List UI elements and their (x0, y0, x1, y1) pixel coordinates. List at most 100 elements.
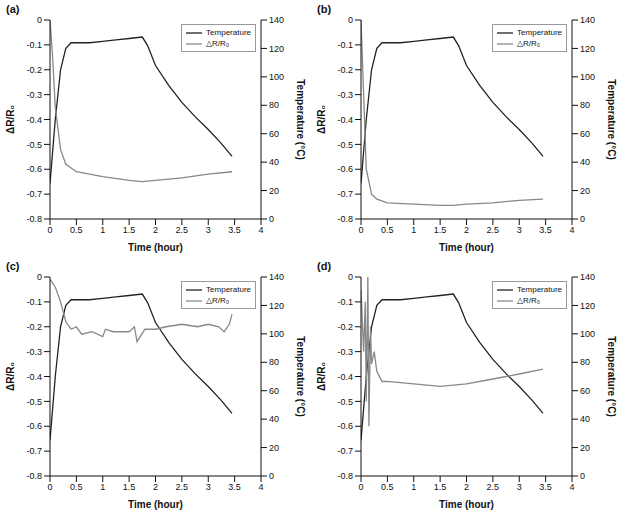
svg-text:1: 1 (411, 225, 416, 235)
svg-text:-0.4: -0.4 (26, 372, 42, 382)
svg-text:3: 3 (517, 225, 522, 235)
svg-text:140: 140 (580, 272, 595, 282)
svg-text:0.5: 0.5 (381, 482, 394, 492)
svg-text:0: 0 (269, 471, 274, 481)
svg-text:-0.2: -0.2 (337, 322, 353, 332)
svg-text:-0.8: -0.8 (337, 471, 353, 481)
svg-text:-0.5: -0.5 (337, 140, 353, 150)
svg-text:60: 60 (580, 129, 590, 139)
svg-text:Time (hour): Time (hour) (439, 499, 494, 510)
svg-text:2.5: 2.5 (487, 482, 500, 492)
svg-text:100: 100 (269, 72, 284, 82)
svg-text:4: 4 (569, 225, 574, 235)
svg-text:0: 0 (47, 225, 52, 235)
svg-text:120: 120 (580, 44, 595, 54)
svg-text:Temperature (°C): Temperature (°C) (606, 336, 617, 417)
svg-text:-0.6: -0.6 (337, 164, 353, 174)
svg-text:-0.2: -0.2 (26, 322, 42, 332)
svg-text:-0.3: -0.3 (26, 90, 42, 100)
svg-text:ΔR/R₀: ΔR/R₀ (5, 105, 16, 134)
svg-text:80: 80 (580, 357, 590, 367)
svg-text:-0.5: -0.5 (26, 397, 42, 407)
svg-text:0: 0 (358, 482, 363, 492)
svg-text:4: 4 (569, 482, 574, 492)
svg-text:-0.8: -0.8 (337, 214, 353, 224)
svg-text:1: 1 (411, 482, 416, 492)
svg-text:1.5: 1.5 (434, 482, 447, 492)
svg-text:1: 1 (100, 225, 105, 235)
svg-text:-0.7: -0.7 (26, 189, 42, 199)
svg-text:2: 2 (153, 482, 158, 492)
svg-text:-0.6: -0.6 (26, 421, 42, 431)
svg-text:-0.7: -0.7 (26, 446, 42, 456)
svg-text:0.5: 0.5 (70, 482, 83, 492)
svg-text:140: 140 (269, 272, 284, 282)
svg-text:3.5: 3.5 (228, 482, 241, 492)
svg-text:3: 3 (206, 482, 211, 492)
svg-text:-0.2: -0.2 (337, 65, 353, 75)
svg-text:40: 40 (580, 157, 590, 167)
svg-text:-0.1: -0.1 (337, 40, 353, 50)
svg-text:0: 0 (348, 15, 353, 25)
svg-text:Temperature (°C): Temperature (°C) (606, 79, 617, 160)
svg-text:2.5: 2.5 (487, 225, 500, 235)
svg-text:2.5: 2.5 (176, 225, 189, 235)
svg-text:-0.6: -0.6 (26, 164, 42, 174)
svg-text:-0.8: -0.8 (26, 471, 42, 481)
svg-text:100: 100 (580, 329, 595, 339)
svg-text:2: 2 (464, 225, 469, 235)
svg-text:4: 4 (258, 225, 263, 235)
svg-text:2: 2 (464, 482, 469, 492)
svg-text:20: 20 (269, 443, 279, 453)
svg-text:3.5: 3.5 (539, 482, 552, 492)
svg-text:0: 0 (37, 272, 42, 282)
svg-text:0.5: 0.5 (70, 225, 83, 235)
svg-text:100: 100 (269, 329, 284, 339)
svg-text:-0.3: -0.3 (337, 347, 353, 357)
svg-text:Time (hour): Time (hour) (439, 242, 494, 253)
svg-text:-0.2: -0.2 (26, 65, 42, 75)
svg-text:0: 0 (580, 214, 585, 224)
svg-text:0: 0 (47, 482, 52, 492)
svg-text:0: 0 (358, 225, 363, 235)
svg-text:0: 0 (37, 15, 42, 25)
svg-text:60: 60 (269, 129, 279, 139)
svg-text:Time (hour): Time (hour) (128, 499, 183, 510)
svg-text:1: 1 (100, 482, 105, 492)
svg-text:Temperature (°C): Temperature (°C) (295, 79, 306, 160)
svg-text:-0.1: -0.1 (26, 40, 42, 50)
svg-text:4: 4 (258, 482, 263, 492)
svg-text:-0.4: -0.4 (26, 115, 42, 125)
svg-text:0.5: 0.5 (381, 225, 394, 235)
svg-text:ΔR/R₀: ΔR/R₀ (5, 362, 16, 391)
svg-text:0: 0 (269, 214, 274, 224)
svg-text:-0.3: -0.3 (337, 90, 353, 100)
svg-text:-0.3: -0.3 (26, 347, 42, 357)
svg-text:120: 120 (269, 301, 284, 311)
svg-text:120: 120 (580, 301, 595, 311)
svg-text:1.5: 1.5 (123, 225, 136, 235)
svg-text:20: 20 (269, 186, 279, 196)
svg-text:140: 140 (269, 15, 284, 25)
svg-text:1.5: 1.5 (434, 225, 447, 235)
svg-text:-0.5: -0.5 (337, 397, 353, 407)
svg-text:80: 80 (580, 100, 590, 110)
svg-text:-0.6: -0.6 (337, 421, 353, 431)
svg-text:-0.4: -0.4 (337, 372, 353, 382)
svg-text:20: 20 (580, 186, 590, 196)
svg-text:3.5: 3.5 (228, 225, 241, 235)
svg-text:3.5: 3.5 (539, 225, 552, 235)
svg-text:3: 3 (206, 225, 211, 235)
svg-text:20: 20 (580, 443, 590, 453)
svg-text:-0.5: -0.5 (26, 140, 42, 150)
svg-text:60: 60 (269, 386, 279, 396)
svg-text:40: 40 (580, 414, 590, 424)
svg-text:Time (hour): Time (hour) (128, 242, 183, 253)
svg-text:-0.8: -0.8 (26, 214, 42, 224)
svg-text:2: 2 (153, 225, 158, 235)
svg-text:40: 40 (269, 414, 279, 424)
svg-text:-0.1: -0.1 (26, 297, 42, 307)
svg-text:80: 80 (269, 100, 279, 110)
svg-text:ΔR/R₀: ΔR/R₀ (316, 362, 327, 391)
svg-text:60: 60 (580, 386, 590, 396)
